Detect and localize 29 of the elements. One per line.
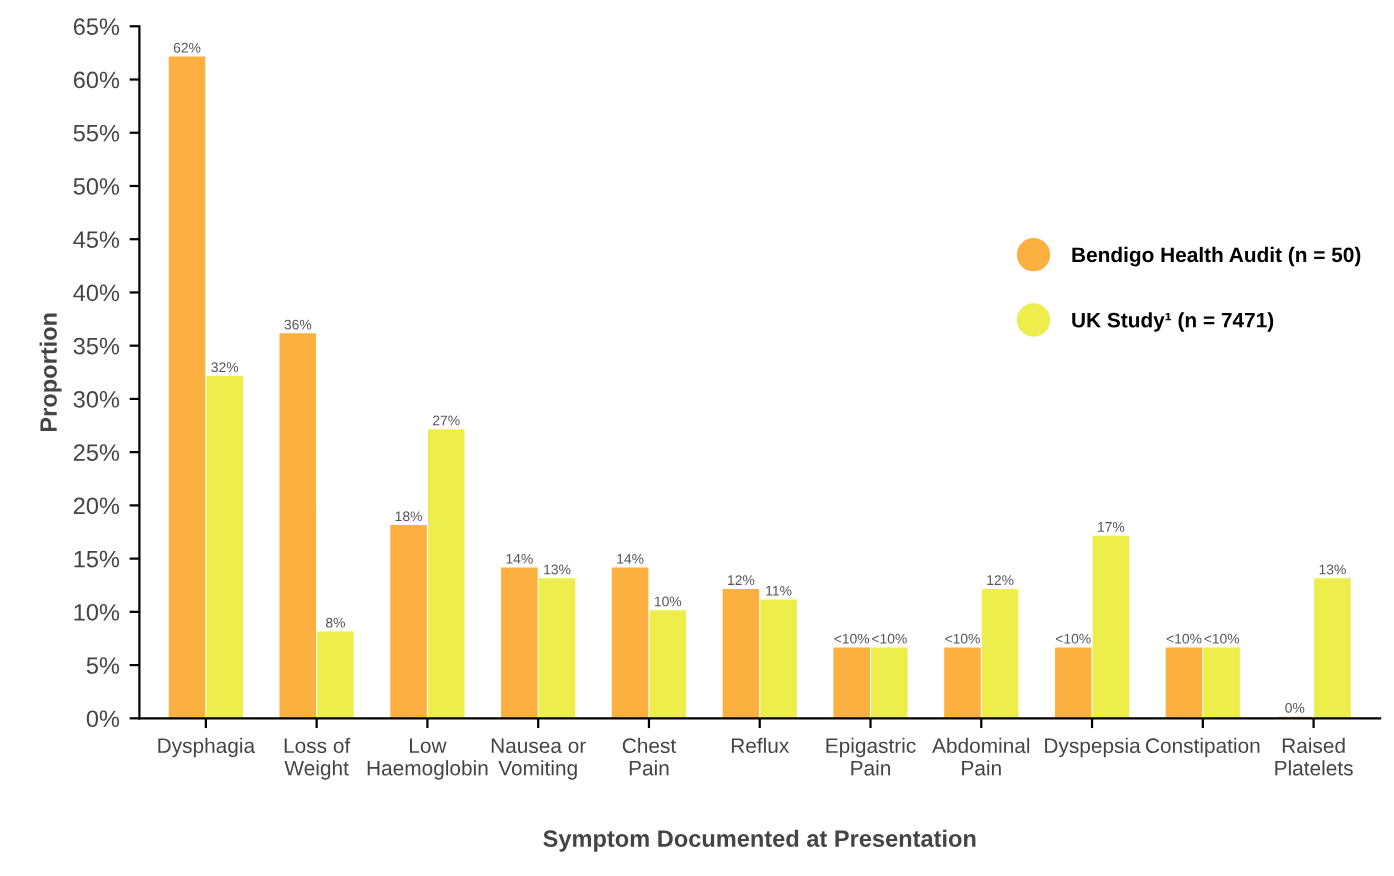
- y-tick-label: 20%: [73, 497, 120, 515]
- y-tick-label: 5%: [86, 657, 120, 674]
- x-tick-label: Chest Pain: [622, 737, 677, 776]
- y-tick-label: 30%: [73, 390, 120, 408]
- legend-label: UK Study¹ (n = 7471): [1072, 312, 1274, 332]
- y-tick-label: 0%: [86, 710, 120, 728]
- x-tick-label: Dysphagia: [158, 737, 256, 758]
- x-tick-label: Constipation: [1145, 737, 1260, 758]
- x-tick-label: Loss of Weight: [284, 737, 351, 780]
- y-tick-label: 60%: [73, 71, 120, 89]
- y-tick-label: 55%: [73, 124, 120, 142]
- x-tick-label: Dyspepsia: [1045, 737, 1141, 758]
- x-axis-title: Symptom Documented at Presentation: [543, 829, 976, 852]
- legend-label: Bendigo Health Audit (n = 50): [1072, 246, 1361, 267]
- y-tick-label: 10%: [74, 603, 120, 621]
- x-tick-label: Reflux: [731, 737, 790, 754]
- y-axis-title: Proportion: [39, 313, 62, 432]
- y-tick-label: 15%: [74, 550, 120, 568]
- y-tick-label: 65%: [73, 18, 120, 36]
- x-tick-label: Nausea or Vomiting: [491, 738, 586, 780]
- y-tick-label: 45%: [73, 231, 120, 248]
- x-tick-label: Raised Platelets: [1275, 737, 1353, 776]
- y-tick-label: 25%: [73, 444, 120, 461]
- x-tick-label: Low Haemoglobin: [367, 738, 488, 780]
- y-tick-label: 40%: [73, 284, 120, 302]
- x-tick-label: Abdominal Pain: [932, 737, 1030, 776]
- x-tick-label: Epigastric Pain: [826, 737, 916, 776]
- y-tick-label: 35%: [73, 337, 120, 355]
- y-tick-label: 50%: [73, 178, 120, 195]
